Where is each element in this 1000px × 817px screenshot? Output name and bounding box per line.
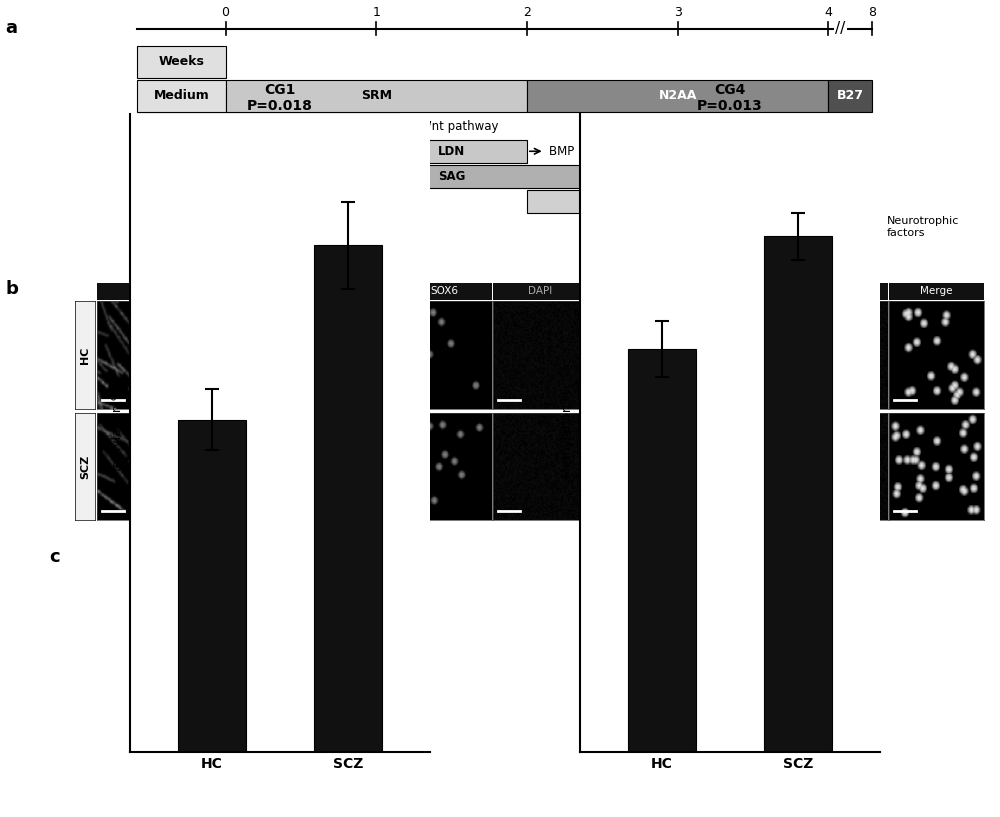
Text: Medium: Medium [154,90,209,102]
Y-axis label: Methylation %: Methylation % [561,388,574,478]
Text: 3: 3 [674,6,682,19]
Text: FGF8: FGF8 [585,195,619,208]
Text: SHH pathway: SHH pathway [699,170,779,183]
Bar [828,80,872,112]
Text: b: b [5,280,18,298]
Text: BMP pathway: BMP pathway [549,145,628,158]
Text: 8: 8 [868,6,876,19]
Text: 1: 1 [372,6,380,19]
Text: 4: 4 [824,6,832,19]
Text: 2: 2 [523,6,531,19]
Bar [226,114,399,138]
Text: Factors: Factors [156,170,207,183]
Bar [137,114,226,239]
Text: 0: 0 [222,6,230,19]
Bar [137,80,226,112]
Text: SRM: SRM [361,90,392,102]
Text: Merge: Merge [620,286,653,297]
Text: DAPI: DAPI [228,286,253,297]
Text: c: c [49,547,60,565]
Text: CGE: CGE [699,195,724,208]
Bar [764,236,832,752]
Text: HC: HC [80,346,90,364]
Title: CG4
P=0.013: CG4 P=0.013 [697,83,763,114]
Text: Wnt pathway: Wnt pathway [420,119,499,132]
Text: LDN: LDN [438,145,465,158]
Bar [628,349,696,752]
Bar [137,46,226,78]
Text: LDN/SB: LDN/SB [276,145,325,158]
Text: GDNF/BDNF: GDNF/BDNF [736,221,814,234]
Bar [226,140,376,163]
Text: SOX6: SOX6 [430,286,458,297]
Bar [178,420,246,752]
Text: β-Tub: β-Tub [131,286,158,297]
Text: DAPI: DAPI [528,286,553,297]
Text: IWP2: IWP2 [295,119,329,132]
Y-axis label: Methylation %: Methylation % [111,388,124,478]
Title: CG1
P=0.018: CG1 P=0.018 [247,83,313,114]
Text: MGE: MGE [758,195,785,208]
Bar [527,80,828,112]
Bar [226,80,527,112]
Text: B27: B27 [837,90,864,102]
Bar [314,245,382,752]
Text: //: // [835,21,846,36]
Text: N2AA: N2AA [658,90,697,102]
Text: Merge: Merge [320,286,353,297]
Text: SAG: SAG [438,170,465,183]
Text: Weeks: Weeks [159,56,204,68]
Text: Neurotrophic
factors: Neurotrophic factors [887,217,959,238]
Text: GAD1: GAD1 [730,286,759,297]
Bar [376,140,527,163]
Text: Merge: Merge [920,286,953,297]
Text: a: a [5,19,17,37]
Bar [678,216,872,239]
Text: SCZ: SCZ [80,454,90,479]
Bar [226,165,678,188]
Text: DAPI: DAPI [828,286,853,297]
Bar [527,190,678,213]
